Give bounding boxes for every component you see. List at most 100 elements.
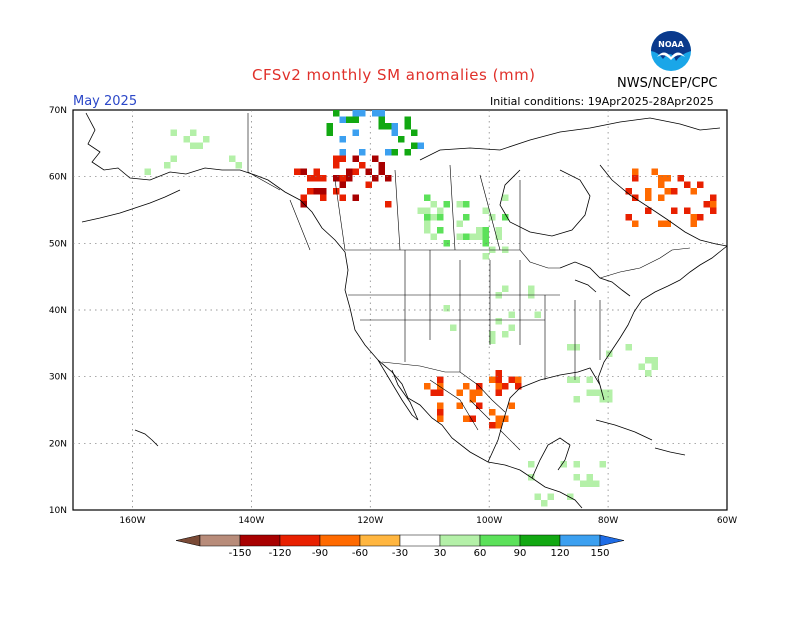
anomaly-cell (339, 175, 346, 182)
anomaly-cell (456, 201, 463, 208)
anomaly-cell (463, 415, 470, 422)
anomaly-cell (190, 142, 197, 149)
anomaly-cell (378, 168, 385, 175)
legend-label: 30 (434, 548, 447, 559)
anomaly-cell (690, 214, 697, 221)
anomaly-cell (365, 168, 372, 175)
anomaly-cell (157, 136, 164, 143)
anomaly-cell (164, 162, 171, 169)
anomaly-cell (489, 298, 496, 305)
anomaly-cell (424, 227, 431, 234)
anomaly-cell (612, 389, 619, 396)
anomaly-cell (151, 162, 158, 169)
anomaly-cell (521, 305, 528, 312)
legend-swatch (199, 534, 241, 547)
anomaly-cell (437, 227, 444, 234)
anomaly-cell (339, 149, 346, 156)
anomaly-cell (378, 123, 385, 130)
anomaly-cell (424, 383, 431, 390)
anomaly-cell (216, 155, 223, 162)
legend-label: 90 (514, 548, 527, 559)
anomaly-cell (456, 389, 463, 396)
anomaly-cell (372, 155, 379, 162)
anomaly-cell (482, 233, 489, 240)
anomaly-cell (450, 324, 457, 331)
anomaly-cell (300, 194, 307, 201)
anomaly-cell (651, 168, 658, 175)
anomaly-cell (437, 207, 444, 214)
anomaly-cell (495, 389, 502, 396)
anomaly-cell (632, 383, 639, 390)
anomaly-cell (346, 116, 353, 123)
anomaly-cell (307, 188, 314, 195)
anomaly-cell (411, 129, 418, 136)
anomaly-cell (710, 207, 717, 214)
legend-swatch (399, 534, 441, 547)
anomaly-cell (378, 110, 385, 117)
anomaly-cell (645, 194, 652, 201)
anomaly-cell (430, 233, 437, 240)
anomaly-cell (586, 474, 593, 481)
anomaly-cell (463, 383, 470, 390)
anomaly-cell (632, 194, 639, 201)
anomaly-cell (664, 220, 671, 227)
anomaly-cell (424, 194, 431, 201)
hawaii (134, 429, 159, 447)
latitude-label: 10N (49, 506, 67, 516)
anomaly-cell (534, 467, 541, 474)
anomaly-cell (469, 233, 476, 240)
anomaly-cell (482, 331, 489, 338)
anomaly-cell (443, 318, 450, 325)
anomaly-cell (645, 389, 652, 396)
latitude-label: 70N (49, 106, 67, 116)
anomaly-cell (567, 344, 574, 351)
latitude-label: 20N (49, 439, 67, 449)
anomaly-cell (359, 162, 366, 169)
anomaly-cell (385, 149, 392, 156)
west-coast (344, 251, 583, 509)
legend-label: -30 (392, 548, 408, 559)
anomaly-cell (170, 155, 177, 162)
anomaly-cell (515, 376, 522, 383)
anomaly-cell (151, 129, 158, 136)
anomaly-cell (560, 448, 567, 455)
anomaly-cell (398, 136, 405, 143)
anomaly-cell (489, 331, 496, 338)
anomaly-cell (632, 175, 639, 182)
anomaly-cell (671, 188, 678, 195)
anomaly-cell (690, 188, 697, 195)
anomaly-cell (625, 188, 632, 195)
anomaly-cell (385, 201, 392, 208)
anomaly-cell (638, 363, 645, 370)
anomaly-cell (333, 162, 340, 169)
anomaly-cell (599, 487, 606, 494)
anomaly-cell (625, 214, 632, 221)
forecast-month: May 2025 (73, 94, 138, 109)
anomaly-cell (437, 402, 444, 409)
anomaly-cell (495, 370, 502, 377)
anomaly-cell (710, 194, 717, 201)
anomaly-cell (586, 480, 593, 487)
gulf-coast (487, 311, 635, 463)
hispaniola (654, 447, 686, 456)
anomaly-cell (326, 123, 333, 130)
anomaly-cell (229, 155, 236, 162)
latitude-labels: 70N 60N 50N 40N 30N 20N 10N (49, 106, 67, 516)
anomaly-cell (235, 162, 242, 169)
anomaly-cell (333, 155, 340, 162)
anomaly-cell (333, 188, 340, 195)
longitude-label: 80W (598, 516, 618, 526)
anomaly-cell (684, 207, 691, 214)
alaska-coast (85, 112, 346, 253)
anomaly-cell (391, 149, 398, 156)
anomaly-cell (209, 155, 216, 162)
anomaly-cell (489, 214, 496, 221)
anomaly-cell (586, 389, 593, 396)
anomaly-cell (710, 201, 717, 208)
anomaly-cell (339, 136, 346, 143)
legend-label: 60 (474, 548, 487, 559)
anomaly-cell (372, 110, 379, 117)
anomaly-cell (528, 305, 535, 312)
map-title: CFSv2 monthly SM anomalies (mm) (252, 66, 536, 84)
